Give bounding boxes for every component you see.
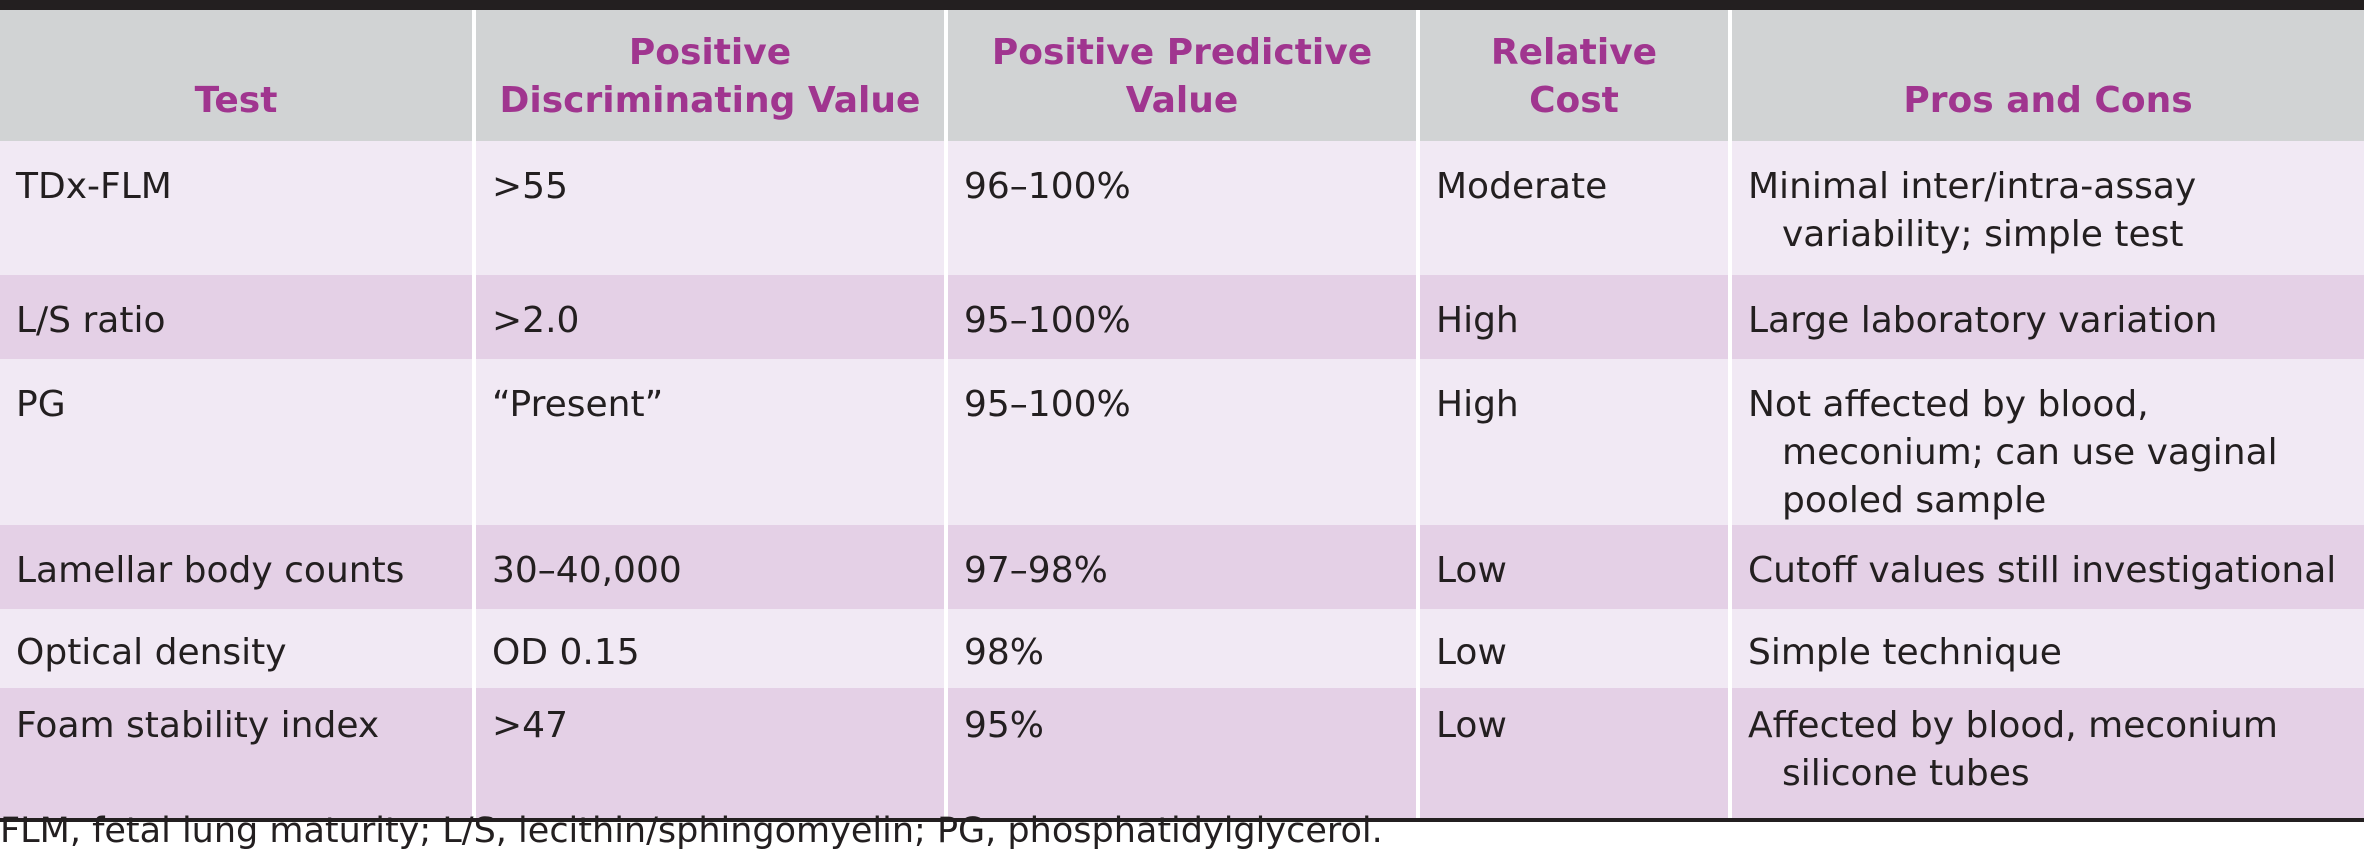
cell-test: PG [0,359,476,525]
cell-pros-cons: Minimal inter/intra-assay variability; s… [1728,141,2364,275]
cell-test: Lamellar body counts [0,525,476,609]
header-pros-and-cons: Pros and Cons [1728,10,2364,141]
table-row: Optical density OD 0.15 98% Low Simple t… [0,609,2364,688]
table-row: TDx-FLM >55 96–100% Moderate Minimal int… [0,141,2364,275]
header-positive-predictive-value: Positive Predictive Value [944,10,1420,141]
table-footnote: FLM, fetal lung maturity; L/S, lecithin/… [0,811,1383,851]
top-rule [0,0,2364,10]
cell-pros-cons: Simple technique [1728,609,2364,688]
fetal-lung-maturity-table: Test Positive Discriminating Value Posit… [0,0,2364,822]
header-relative-cost: Relative Cost [1416,10,1732,141]
cell-relative-cost: Low [1416,609,1732,688]
cell-relative-cost: Low [1416,525,1732,609]
cell-test: Optical density [0,609,476,688]
cell-discriminating-value: >55 [472,141,948,275]
cell-predictive-value: 98% [944,609,1420,688]
cell-pros-cons: Cutoff values still investigational [1728,525,2364,609]
cell-discriminating-value: “Present” [472,359,948,525]
cell-relative-cost: Moderate [1416,141,1732,275]
cell-test: Foam stability index [0,688,476,818]
cell-discriminating-value: 30–40,000 [472,525,948,609]
bottom-rule [0,818,2364,822]
cell-pros-cons: Not affected by blood, meconium; can use… [1728,359,2364,525]
header-positive-discriminating-value: Positive Discriminating Value [472,10,948,141]
table-row: PG “Present” 95–100% High Not affected b… [0,359,2364,525]
cell-predictive-value: 97–98% [944,525,1420,609]
cell-test: L/S ratio [0,275,476,359]
cell-pros-cons: Affected by blood, meconium silicone tub… [1728,688,2364,818]
header-row: Test Positive Discriminating Value Posit… [0,10,2364,141]
cell-relative-cost: High [1416,275,1732,359]
header-test: Test [0,10,476,141]
table-row: L/S ratio >2.0 95–100% High Large labora… [0,275,2364,359]
cell-discriminating-value: OD 0.15 [472,609,948,688]
cell-discriminating-value: >47 [472,688,948,818]
data-table: Test Positive Discriminating Value Posit… [0,10,2364,818]
cell-predictive-value: 96–100% [944,141,1420,275]
cell-relative-cost: Low [1416,688,1732,818]
table-row: Foam stability index >47 95% Low Affecte… [0,688,2364,818]
cell-relative-cost: High [1416,359,1732,525]
cell-predictive-value: 95–100% [944,359,1420,525]
cell-discriminating-value: >2.0 [472,275,948,359]
cell-test: TDx-FLM [0,141,476,275]
cell-predictive-value: 95% [944,688,1420,818]
cell-pros-cons: Large laboratory variation [1728,275,2364,359]
cell-predictive-value: 95–100% [944,275,1420,359]
table-row: Lamellar body counts 30–40,000 97–98% Lo… [0,525,2364,609]
